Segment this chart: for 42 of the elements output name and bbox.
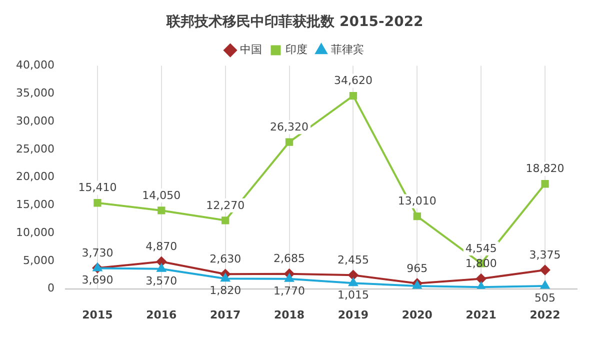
data-label: 1,015 <box>337 288 369 302</box>
data-label: 1,770 <box>274 284 306 298</box>
x-tick-label: 2022 <box>530 308 560 322</box>
data-label: 505 <box>534 291 556 304</box>
data-label: 2,685 <box>274 252 306 266</box>
data-label: 2,455 <box>337 253 369 266</box>
data-label: 4,545 <box>465 242 497 255</box>
legend-label: 中国 <box>240 43 262 56</box>
x-tick-label: 2019 <box>338 308 369 322</box>
y-tick-label: 20,000 <box>16 170 54 184</box>
data-label: 4,870 <box>146 240 178 254</box>
y-tick-label: 15,000 <box>16 198 54 212</box>
y-tick-label: 0 <box>47 282 54 295</box>
legend-label: 印度 <box>285 43 308 56</box>
data-label: 3,690 <box>82 274 114 287</box>
data-label: 18,820 <box>526 162 564 176</box>
y-tick-label: 30,000 <box>16 114 54 128</box>
data-label: 15,410 <box>78 181 117 194</box>
x-tick-label: 2017 <box>210 308 241 322</box>
data-label: 26,320 <box>270 120 309 134</box>
y-tick-label: 5,000 <box>22 254 54 267</box>
x-tick-label: 2018 <box>274 308 305 322</box>
x-tick-label: 2020 <box>402 308 433 322</box>
data-label: 3,570 <box>146 274 178 288</box>
chart-title: 联邦技术移民中印菲获批数 2015-2022 <box>166 14 424 30</box>
x-tick-label: 2016 <box>146 308 178 322</box>
x-tick-label: 2021 <box>466 308 496 322</box>
data-label: 3,375 <box>529 248 561 262</box>
legend-label: 菲律宾 <box>330 43 364 56</box>
data-label: 2,630 <box>210 252 242 266</box>
data-label: 13,010 <box>398 194 436 208</box>
data-label: 1,820 <box>210 284 242 298</box>
data-label: 965 <box>406 262 428 275</box>
y-tick-label: 10,000 <box>16 226 54 239</box>
x-tick-label: 2015 <box>82 308 113 322</box>
y-tick-label: 40,000 <box>16 58 54 72</box>
data-label: 34,620 <box>334 74 372 88</box>
data-label: 3,730 <box>82 246 114 260</box>
data-label: 14,050 <box>142 188 181 202</box>
data-label: 12,270 <box>206 198 245 212</box>
y-tick-label: 25,000 <box>16 142 54 156</box>
y-tick-label: 35,000 <box>16 86 54 100</box>
